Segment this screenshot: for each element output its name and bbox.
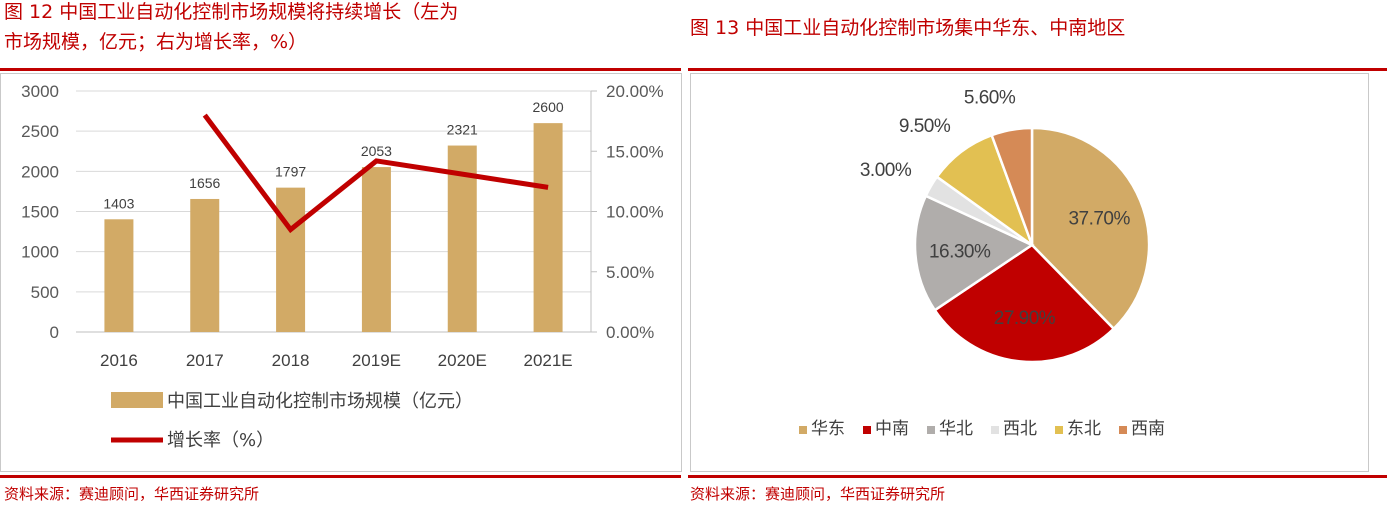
bar-data-label: 1797 [275,164,306,180]
y-tick-label: 1500 [21,203,59,222]
x-tick-label: 2020E [438,351,487,370]
left-title-rule [0,68,681,71]
left-source-rule [0,475,681,478]
y-tick-label: 500 [31,283,59,302]
bar [533,123,563,332]
y2-tick-label: 5.00% [606,263,654,282]
bar [361,167,391,332]
legend-swatch [863,426,871,434]
y-tick-label: 2500 [21,122,59,141]
x-tick-label: 2016 [100,351,138,370]
left-figure-title-line2: 市场规模，亿元；右为增长率，%） [4,31,308,53]
right-chart-panel: 37.70% 27.90% 16.30% 3.00% 9.50% 5.60% 华东 中南 华北 西… [690,73,1369,472]
legend-label: 西南 [1131,419,1165,439]
legend-label: 中南 [875,419,909,439]
y-tick-label: 1000 [21,243,59,262]
bar-data-label: 2053 [361,143,392,159]
pie-data-label: 3.00% [860,160,912,181]
right-source: 资料来源：赛迪顾问，华西证券研究所 [690,485,946,503]
bar [190,198,220,332]
pie-slice [990,126,1034,246]
left-source: 资料来源：赛迪顾问，华西证券研究所 [4,485,260,503]
pie-slice [913,194,1035,312]
bar-data-label: 1403 [103,195,134,211]
pie-data-label: 9.50% [899,116,951,137]
pie-data-label: 27.90% [994,308,1056,329]
y2-tick-label: 0.00% [606,323,654,342]
y2-tick-label: 15.00% [606,142,664,161]
bar [104,219,134,332]
legend-swatch [927,426,935,434]
legend-swatch [1119,426,1127,434]
x-tick-label: 2018 [272,351,310,370]
legend-label-bar: 中国工业自动化控制市场规模（亿元） [167,391,473,412]
pie-slice [1030,126,1151,331]
right-title-rule [688,68,1387,71]
pie-slice [933,243,1116,364]
y2-tick-label: 20.00% [606,82,664,101]
y-tick-label: 0 [50,323,59,342]
y-tick-label: 2000 [21,162,59,181]
bar-data-label: 2321 [447,122,478,138]
legend-swatch-bar [111,392,163,408]
y-tick-label: 3000 [21,82,59,101]
x-tick-label: 2021E [523,351,572,370]
bar-line-chart: 0 500 1000 1500 2000 2500 3000 0.00% 5.00% 10.00%… [21,82,664,451]
legend-swatch [1055,426,1063,434]
right-source-rule [688,475,1387,478]
pie-data-label: 16.30% [929,242,991,263]
bar-data-label: 2600 [533,99,564,115]
right-figure-title: 图 13 中国工业自动化控制市场集中华东、中南地区 [690,17,1126,39]
legend-swatch [991,426,999,434]
legend-label: 西北 [1003,419,1037,439]
x-tick-label: 2017 [186,351,224,370]
bar [276,187,306,332]
legend-label-line: 增长率（%） [167,430,274,451]
pie-data-label: 5.60% [964,87,1016,108]
legend-label: 华东 [811,419,845,439]
bar-data-label: 1656 [189,175,220,191]
y2-tick-label: 10.00% [606,203,664,222]
legend-label: 华北 [939,419,973,439]
pie-chart: 37.70% 27.90% 16.30% 3.00% 9.50% 5.60% 华东 中南 华北 西… [799,87,1165,439]
left-figure-title-line1: 图 12 中国工业自动化控制市场规模将持续增长（左为 [4,1,459,23]
x-tick-label: 2019E [352,351,401,370]
left-chart-panel: 0 500 1000 1500 2000 2500 3000 0.00% 5.00% 10.00%… [0,73,682,472]
legend-label: 东北 [1067,419,1101,439]
legend-swatch [799,426,807,434]
pie-data-label: 37.70% [1068,209,1130,230]
